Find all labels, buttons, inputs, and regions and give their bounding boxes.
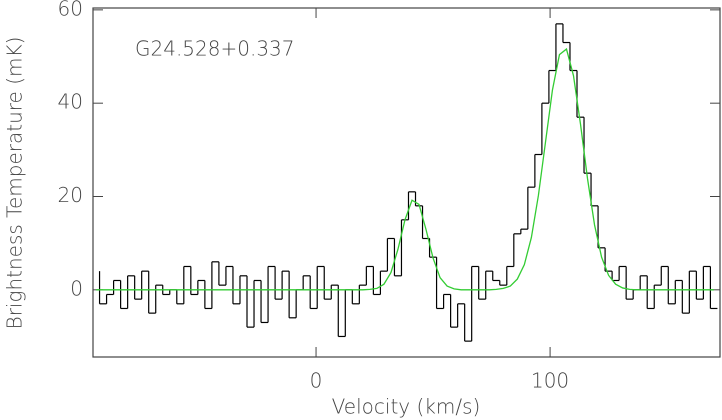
y-tick-label: 20 — [58, 183, 83, 207]
x-tick-label: 100 — [531, 369, 569, 393]
y-axis-label: Brightness Temperature (mK) — [3, 37, 27, 330]
x-axis-label: Velocity (km/s) — [332, 395, 481, 419]
annotation: G24.528+0.337 — [135, 37, 295, 61]
y-tick-label: 60 — [58, 0, 83, 20]
y-tick-label: 0 — [70, 276, 83, 300]
y-tick-label: 40 — [58, 90, 83, 114]
fit-line — [96, 47, 714, 291]
plot-frame — [92, 7, 721, 358]
x-tick-label: 0 — [310, 369, 323, 393]
